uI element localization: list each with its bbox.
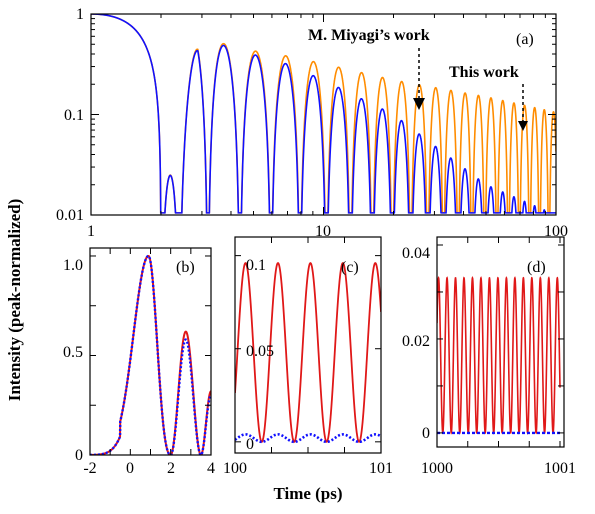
panel-a-xtick-1: 1	[87, 223, 95, 240]
panel-a-label: (a)	[516, 31, 534, 48]
panel-d-series	[437, 275, 561, 435]
arrow-this-work-head	[518, 121, 528, 131]
panel-a-ytick-1: 1	[76, 6, 84, 23]
panel-b-line-blue-dotted	[90, 254, 211, 455]
panel-d-frame	[436, 236, 565, 448]
panel-a-ticks	[90, 13, 557, 216]
panel-d-xtick-1001: 1001	[544, 460, 576, 477]
panel-b-frame	[89, 247, 212, 456]
panel-b-xtick-0: 0	[126, 460, 134, 477]
panel-d-ytick-0.04: 0.04	[402, 245, 430, 262]
panel-c-ticks	[234, 237, 382, 453]
panel-b-xtick-2: 2	[167, 460, 175, 477]
annotation-this-work: This work	[449, 64, 519, 81]
panel-c-ytick-0.05: 0.05	[246, 343, 274, 360]
panel-d-ytick-0: 0	[422, 425, 430, 442]
panel-b: -2 0 2 4 0 0.5 1.0 (b)	[63, 247, 215, 477]
panel-c: 100 101 0 0.05 0.1 (c)	[223, 236, 393, 477]
panel-b-ytick-0: 0	[75, 447, 83, 464]
panel-b-label: (b)	[176, 259, 195, 276]
panel-b-series	[90, 254, 211, 455]
panel-d-ticks	[436, 237, 564, 447]
panel-c-label: (c)	[341, 259, 359, 276]
panel-d-label: (d)	[527, 259, 546, 276]
panel-d-ytick-0.02: 0.02	[402, 333, 430, 350]
panel-c-xtick-100: 100	[223, 460, 247, 477]
panel-d: 1000 1001 0 0.02 0.04 (d)	[402, 236, 576, 477]
panel-b-ticks	[89, 248, 212, 456]
panel-b-ytick-1.0: 1.0	[63, 257, 83, 274]
panel-c-ytick-0.1: 0.1	[246, 257, 266, 274]
panel-a-xtick-100: 100	[544, 223, 568, 240]
panel-d-xtick-1000: 1000	[421, 460, 453, 477]
panel-b-ytick-0.5: 0.5	[63, 344, 83, 361]
y-axis-title: Intensity (peak-normalized)	[5, 199, 24, 402]
panel-a: 1 10 100 0.01 0.1 1 (a) M. Miyagi’s work…	[56, 6, 568, 240]
panel-c-xtick-101: 101	[369, 460, 393, 477]
panel-a-line-blue	[91, 14, 556, 214]
panel-c-line-red	[235, 262, 381, 443]
panel-a-ytick-0.1: 0.1	[64, 107, 84, 124]
arrow-miyagi-head	[413, 98, 425, 110]
panel-a-ytick-0.01: 0.01	[56, 207, 84, 224]
annotation-miyagi: M. Miyagi’s work	[308, 27, 430, 44]
panel-d-line-red	[437, 275, 561, 435]
panel-b-xtick--2: -2	[83, 460, 96, 477]
panel-b-xtick-4: 4	[207, 460, 215, 477]
x-axis-title: Time (ps)	[273, 484, 342, 503]
panel-c-ytick-0: 0	[246, 436, 254, 453]
panel-c-line-blue-dotted	[235, 433, 381, 444]
panel-a-series-blue	[91, 14, 556, 214]
panel-c-series	[235, 262, 381, 444]
panel-b-line-red	[90, 254, 211, 455]
panel-a-xtick-10: 10	[315, 223, 331, 240]
